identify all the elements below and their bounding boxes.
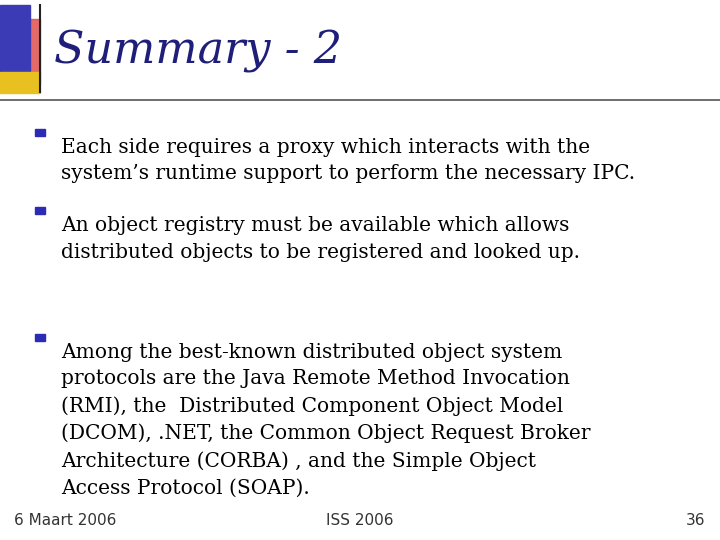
Bar xyxy=(35,129,45,136)
Bar xyxy=(13,19,40,84)
Text: ISS 2006: ISS 2006 xyxy=(326,513,394,528)
Text: An object registry must be available which allows
distributed objects to be regi: An object registry must be available whi… xyxy=(61,216,580,261)
Text: 6 Maart 2006: 6 Maart 2006 xyxy=(14,513,117,528)
Text: Among the best-known distributed object system
protocols are the Java Remote Met: Among the best-known distributed object … xyxy=(61,343,590,497)
Text: 36: 36 xyxy=(686,513,706,528)
Text: Each side requires a proxy which interacts with the
system’s runtime support to : Each side requires a proxy which interac… xyxy=(61,138,635,183)
Bar xyxy=(35,207,45,214)
Bar xyxy=(0,72,40,93)
Bar xyxy=(35,334,45,341)
Text: Summary - 2: Summary - 2 xyxy=(54,30,342,73)
Bar xyxy=(0,5,30,89)
